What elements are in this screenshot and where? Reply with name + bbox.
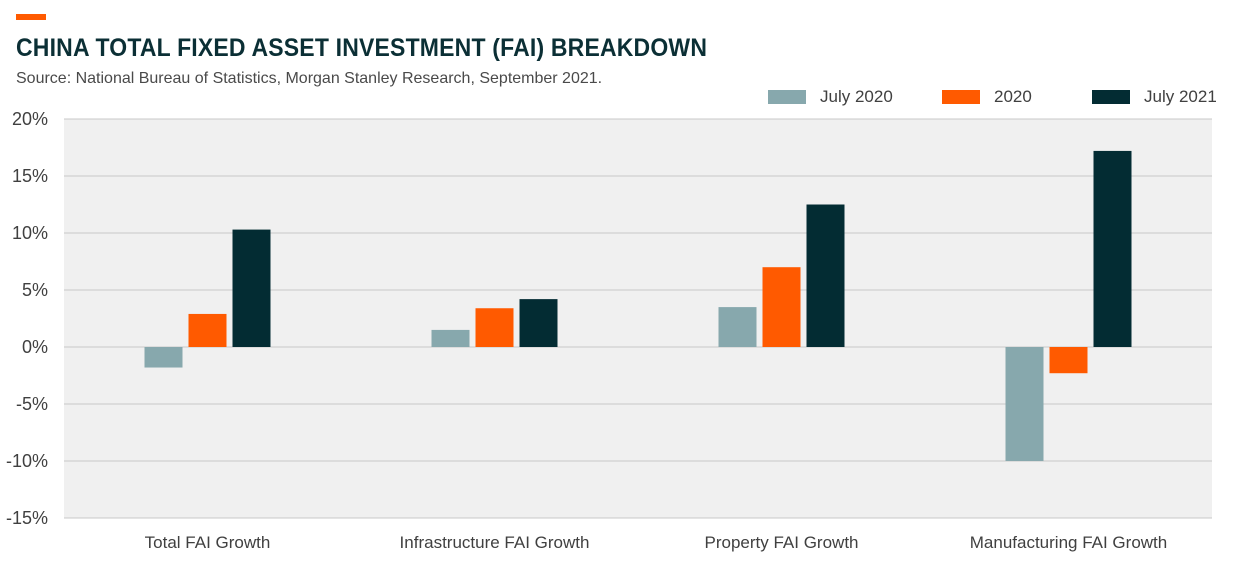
y-tick-label: -15%	[6, 508, 48, 528]
legend-label-july-2020: July 2020	[820, 87, 893, 106]
bar	[232, 229, 271, 347]
legend-swatch-july-2021	[1092, 90, 1130, 104]
chart-source: Source: National Bureau of Statistics, M…	[16, 70, 603, 87]
category-label: Property FAI Growth	[705, 533, 859, 552]
bar	[1005, 347, 1044, 461]
y-tick-label: -5%	[16, 394, 48, 414]
y-tick-label: 5%	[22, 280, 48, 300]
bar	[188, 313, 227, 347]
y-tick-label: 15%	[12, 166, 48, 186]
bar	[431, 329, 470, 347]
bar	[718, 307, 757, 347]
y-tick-label: -10%	[6, 451, 48, 471]
category-label: Infrastructure FAI Growth	[400, 533, 590, 552]
legend-swatch-july-2020	[768, 90, 806, 104]
legend: July 2020 2020 July 2021	[0, 86, 1240, 108]
bar	[1049, 347, 1088, 374]
bar	[144, 347, 183, 368]
bar	[475, 308, 514, 347]
category-label: Total FAI Growth	[145, 533, 271, 552]
category-label: Manufacturing FAI Growth	[970, 533, 1167, 552]
accent-bar	[16, 14, 46, 20]
legend-swatch-2020	[942, 90, 980, 104]
bar	[806, 204, 845, 347]
legend-label-2020: 2020	[994, 87, 1032, 106]
y-tick-label: 10%	[12, 223, 48, 243]
y-tick-label: 20%	[12, 109, 48, 129]
bar	[519, 299, 558, 347]
bar	[1093, 150, 1132, 347]
legend-label-july-2021: July 2021	[1144, 87, 1217, 106]
bar	[762, 267, 801, 347]
y-tick-label: 0%	[22, 337, 48, 357]
chart-title: CHINA TOTAL FIXED ASSET INVESTMENT (FAI)…	[16, 34, 708, 62]
